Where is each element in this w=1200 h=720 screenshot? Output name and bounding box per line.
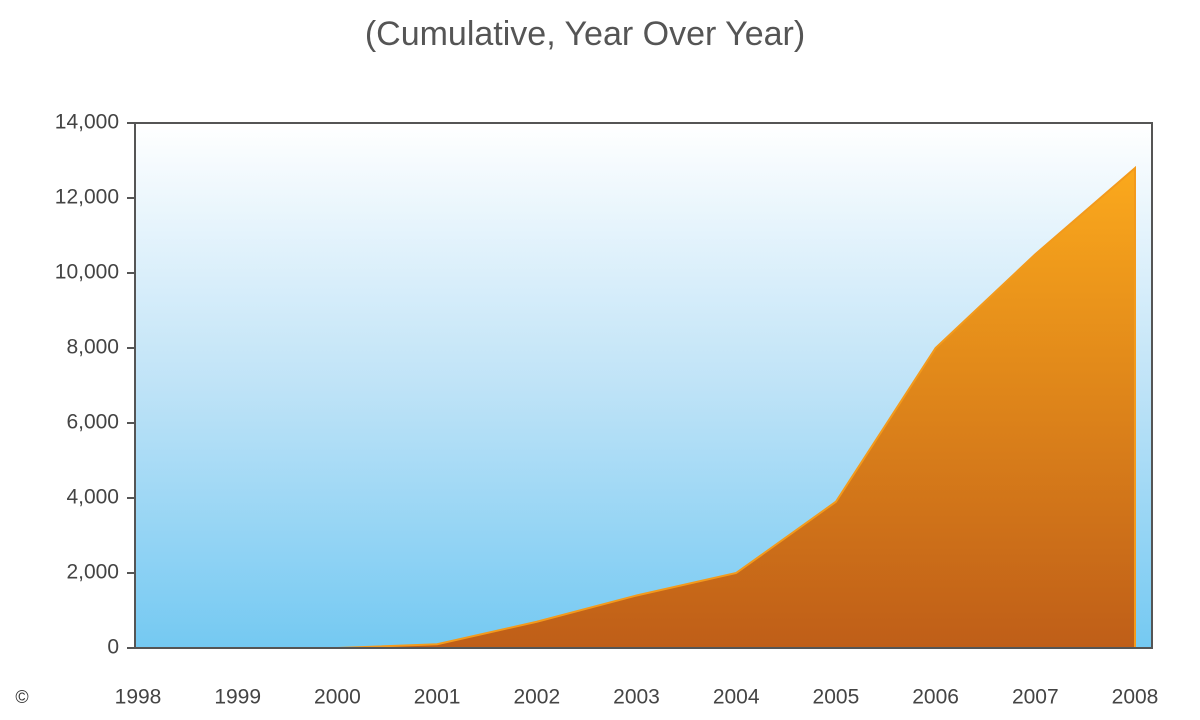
x-tick-label: 2000 — [314, 686, 361, 709]
x-tick-label: 2003 — [613, 686, 660, 709]
x-tick-label: 1998 — [115, 686, 162, 709]
x-tick-label: 2008 — [1112, 686, 1159, 709]
chart-subtitle: (Cumulative, Year Over Year) — [365, 15, 805, 53]
y-tick-label: 14,000 — [55, 111, 119, 134]
copyright: © — [15, 687, 28, 707]
y-tick-label: 10,000 — [55, 261, 119, 284]
x-tick-label: 2004 — [713, 686, 760, 709]
y-tick-label: 8,000 — [66, 336, 119, 359]
y-tick-label: 0 — [107, 636, 119, 659]
y-tick-label: 2,000 — [66, 561, 119, 584]
y-tick-label: 4,000 — [66, 486, 119, 509]
x-tick-label: 2006 — [912, 686, 959, 709]
x-tick-label: 2002 — [513, 686, 560, 709]
x-tick-label: 2005 — [813, 686, 860, 709]
y-tick-label: 6,000 — [66, 411, 119, 434]
x-tick-label: 1999 — [214, 686, 261, 709]
plot-border — [134, 122, 1153, 649]
y-tick-label: 12,000 — [55, 186, 119, 209]
x-tick-label: 2001 — [414, 686, 461, 709]
x-tick-label: 2007 — [1012, 686, 1059, 709]
